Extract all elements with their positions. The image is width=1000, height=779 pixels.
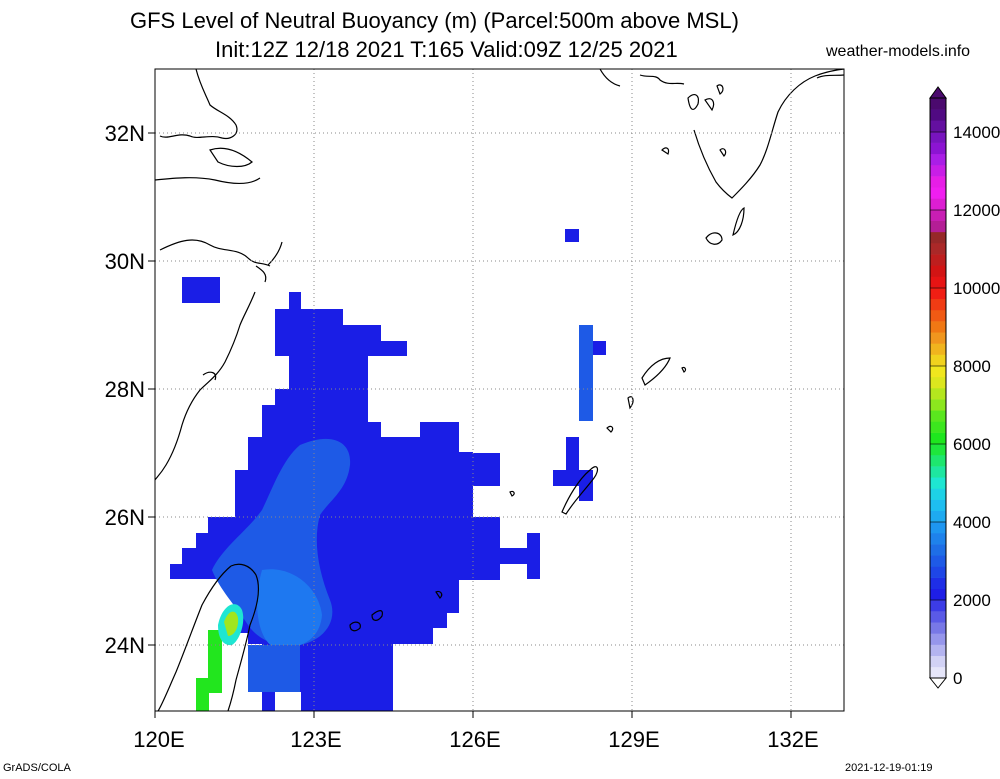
colorbar-segment: [930, 388, 946, 400]
colorbar-segment: [930, 354, 946, 366]
colorbar-label-8000: 8000: [953, 357, 991, 376]
colorbar-segment: [930, 209, 946, 221]
map-frame: [154, 68, 845, 712]
lon-label-120e: 120E: [133, 727, 184, 752]
colorbar-segment: [930, 231, 946, 244]
colorbar-segment: [930, 622, 946, 634]
lon-label-129e: 129E: [608, 727, 659, 752]
colorbar-segment: [930, 499, 946, 511]
colorbar-segment: [930, 399, 946, 411]
colorbar-label-4000: 4000: [953, 513, 991, 532]
colorbar-segment: [930, 443, 946, 456]
colorbar-segment: [930, 454, 946, 467]
colorbar-label-10000: 10000: [953, 279, 1000, 298]
render-timestamp: 2021-12-19-01:19: [845, 762, 933, 774]
colorbar-segment: [930, 599, 946, 612]
site-credit: weather-models.info: [826, 43, 971, 60]
colorbar-segment: [930, 466, 946, 478]
colorbar-segment: [930, 153, 946, 166]
colorbar-label-2000: 2000: [953, 591, 991, 610]
colorbar-label-6000: 6000: [953, 435, 991, 454]
field-lighter-blue: [212, 325, 593, 692]
coastlines: [155, 69, 844, 711]
lon-label-132e: 132E: [767, 727, 818, 752]
colorbar-segment: [930, 510, 946, 523]
colorbar-segment: [930, 332, 946, 344]
lat-label-28n: 28N: [105, 377, 145, 402]
colorbar-segment: [930, 321, 946, 333]
colorbar-segment: [930, 220, 946, 233]
colorbar-segment: [930, 265, 946, 277]
lat-label-32n: 32N: [105, 121, 145, 146]
colorbar-segment: [930, 343, 946, 355]
colorbar-segment: [930, 633, 946, 645]
colorbar-bottom-arrow: [928, 677, 948, 689]
colorbar-segment: [930, 588, 946, 601]
colorbar: [929, 97, 947, 679]
lat-label-30n: 30N: [105, 249, 145, 274]
colorbar-segment: [930, 254, 946, 266]
lat-label-26n: 26N: [105, 505, 145, 530]
software-credit: GrADS/COLA: [3, 762, 71, 774]
colorbar-segment: [930, 410, 946, 422]
colorbar-segment: [930, 142, 946, 155]
gridlines: [155, 69, 844, 711]
colorbar-label-0: 0: [953, 669, 962, 688]
colorbar-segment: [930, 309, 946, 322]
colorbar-segment: [930, 198, 946, 210]
colorbar-segment: [930, 176, 946, 188]
colorbar-segment: [930, 187, 946, 199]
field-high-values: [196, 604, 244, 711]
colorbar-segment: [930, 666, 946, 679]
colorbar-segment: [930, 120, 946, 132]
colorbar-segment: [930, 488, 946, 500]
colorbar-segment: [930, 477, 946, 489]
colorbar-segment: [930, 611, 946, 623]
colorbar-segment: [930, 577, 946, 590]
lon-label-126e: 126E: [449, 727, 500, 752]
colorbar-segment: [930, 533, 946, 545]
colorbar-top-arrow: [929, 86, 947, 99]
colorbar-label-12000: 12000: [953, 201, 1000, 220]
buoyancy-field: [170, 229, 606, 711]
colorbar-segment: [930, 164, 946, 177]
colorbar-segment: [930, 555, 946, 567]
colorbar-segment: [930, 644, 946, 656]
colorbar-segment: [930, 421, 946, 433]
colorbar-segment: [930, 544, 946, 556]
colorbar-segment: [930, 243, 946, 255]
colorbar-segment: [930, 287, 946, 300]
colorbar-segment: [930, 276, 946, 288]
colorbar-segment: [930, 365, 946, 378]
axis-ticks: [148, 132, 792, 718]
chart-title: GFS Level of Neutral Buoyancy (m) (Parce…: [130, 8, 739, 33]
colorbar-label-14000: 14000: [953, 123, 1000, 142]
colorbar-segment: [930, 655, 946, 668]
colorbar-segment: [930, 521, 946, 534]
lat-label-24n: 24N: [105, 633, 145, 658]
colorbar-segment: [930, 98, 946, 110]
colorbar-segment: [930, 298, 946, 311]
lon-label-123e: 123E: [290, 727, 341, 752]
colorbar-segment: [930, 432, 946, 445]
chart-subtitle: Init:12Z 12/18 2021 T:165 Valid:09Z 12/2…: [215, 37, 678, 62]
colorbar-segment: [930, 131, 946, 143]
colorbar-segment: [930, 566, 946, 578]
colorbar-segment: [930, 376, 946, 389]
colorbar-segment: [930, 109, 946, 121]
